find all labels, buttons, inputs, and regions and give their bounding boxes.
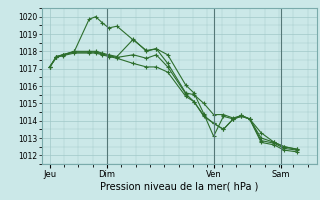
X-axis label: Pression niveau de la mer( hPa ): Pression niveau de la mer( hPa ) [100, 181, 258, 191]
